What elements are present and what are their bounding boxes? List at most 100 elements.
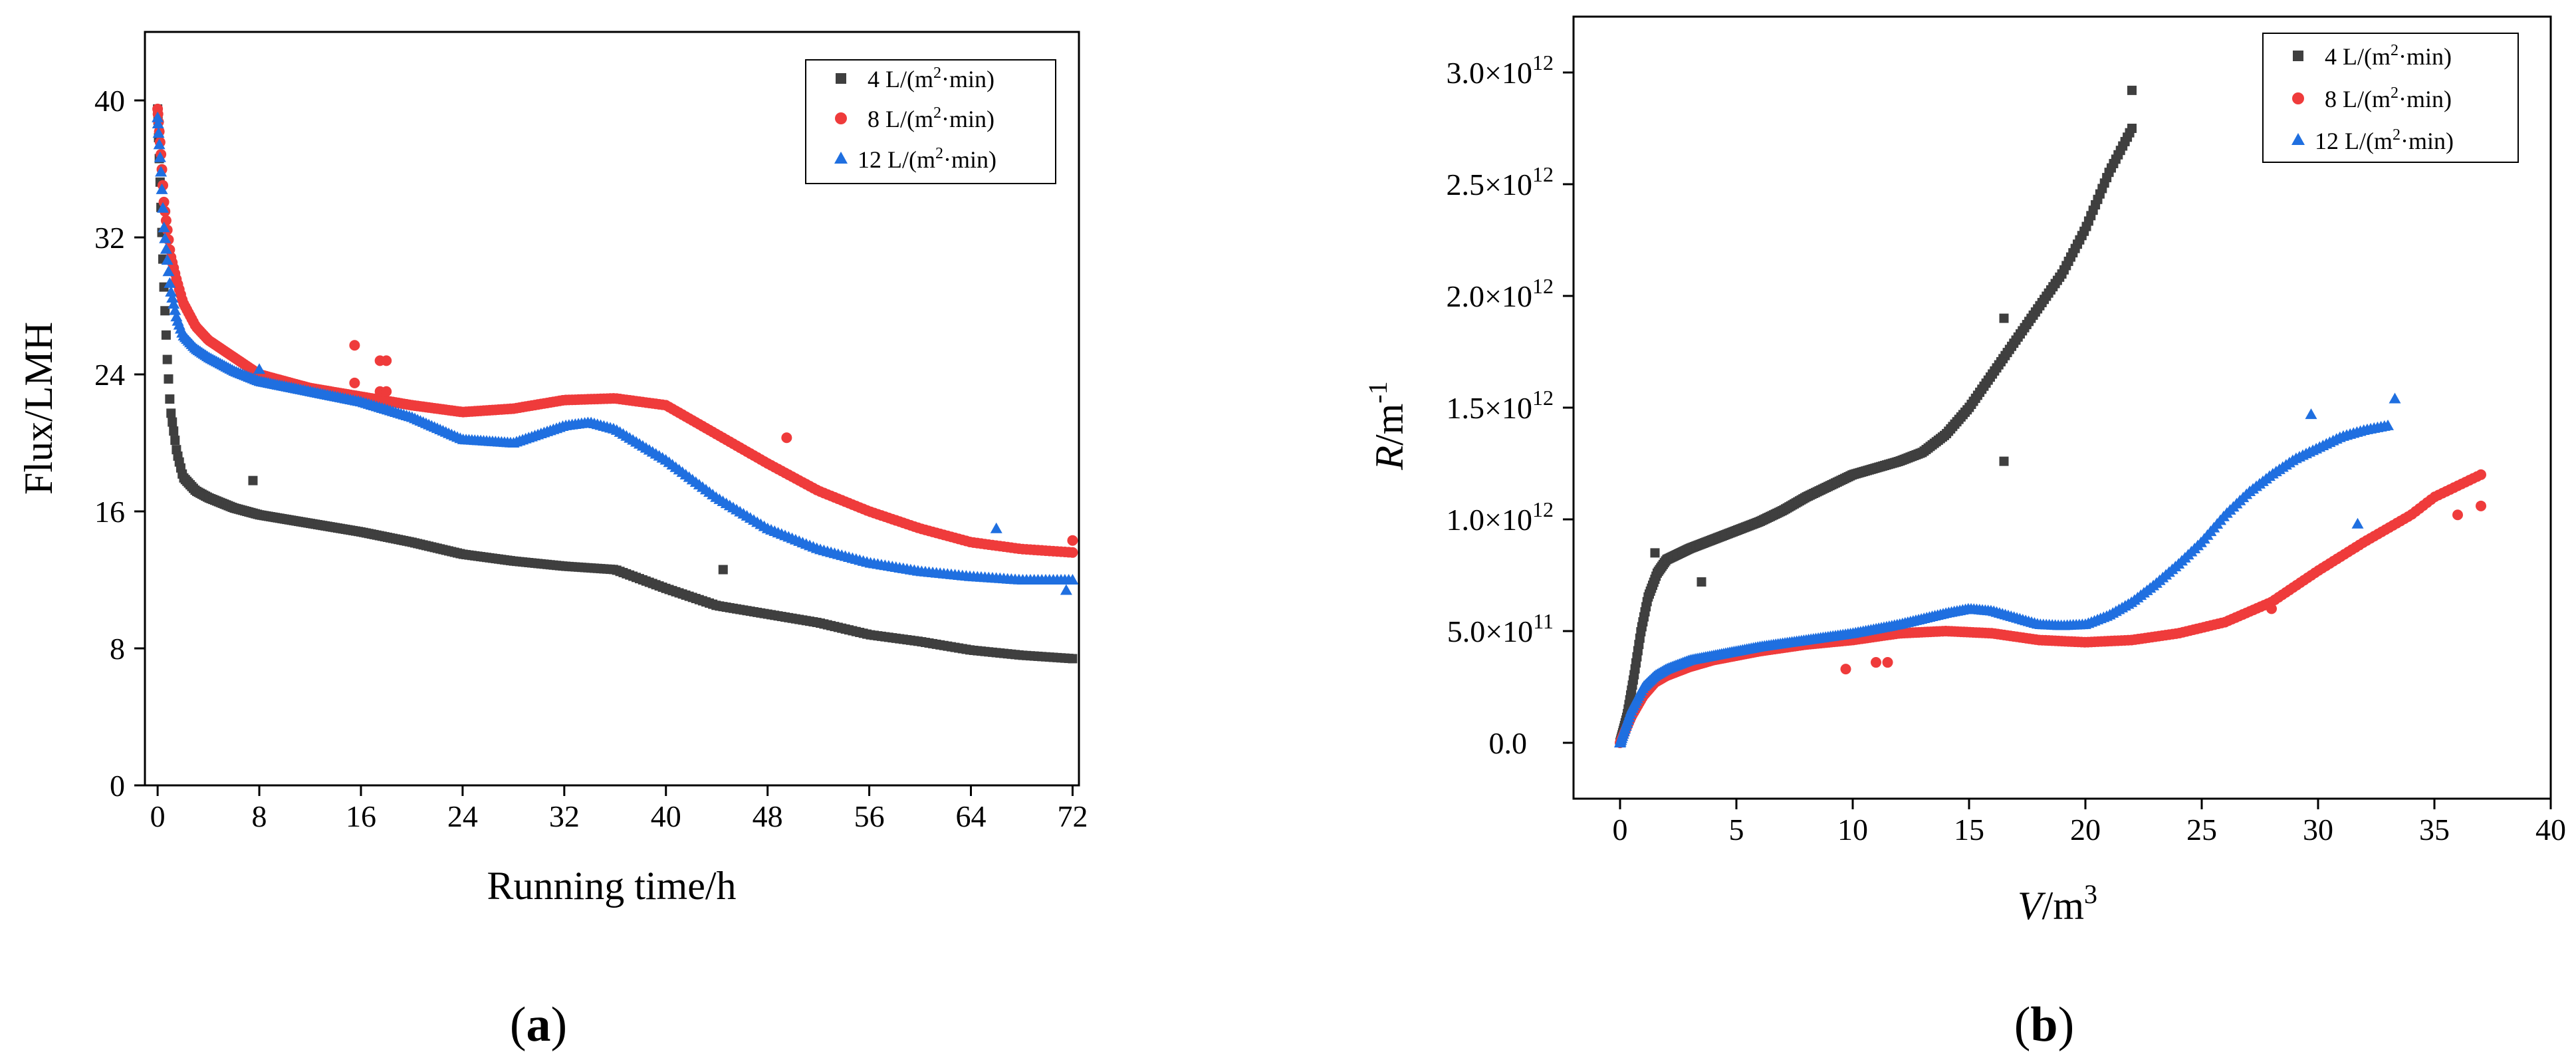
chart-a-marks xyxy=(152,103,1079,664)
chart-b-point-8 xyxy=(2476,469,2486,480)
chart-b-y-axis-title: R/m-1 xyxy=(1363,381,1411,470)
chart-a-point-8 xyxy=(1067,535,1078,546)
chart-a-point-8 xyxy=(158,196,170,207)
chart-b-axis-ticks: 0 5 10 15 20 25 30 35 40 0.0 5.0×1011 1.0×1012 1.5×1… xyxy=(1447,51,2566,847)
chart-a-point-12 xyxy=(158,221,170,233)
chart-b-point-12 xyxy=(2382,419,2394,430)
chart-a-legend-label-8: 8 L/(m2·min) xyxy=(868,104,995,132)
chart-b-legend-label-12: 12 L/(m2·min) xyxy=(2315,126,2454,154)
chart-b-x-tick-label: 20 xyxy=(2070,813,2101,847)
chart-a-legend-box xyxy=(805,59,1056,184)
chart-a-point-4 xyxy=(168,417,177,427)
chart-b-y-tick-label: 2.0×1012 xyxy=(1447,274,1554,313)
chart-b-legend-box xyxy=(2262,33,2519,163)
chart-a-point-12 xyxy=(169,304,181,315)
chart-b-y-tick-label: 1.0×1012 xyxy=(1447,497,1554,537)
chart-a-point-12 xyxy=(152,111,164,122)
chart-a-x-tick-label: 8 xyxy=(252,799,267,833)
chart-a-point-12 xyxy=(159,232,172,243)
chart-a-y-tick-label: 16 xyxy=(94,495,125,529)
chart-a-y-tick-label: 8 xyxy=(110,632,125,666)
chart-b-point-8 xyxy=(1882,657,1893,668)
chart-a-point-4 xyxy=(160,306,170,316)
chart-b-y-tick-label: 3.0×1012 xyxy=(1447,51,1554,90)
chart-b-legend-marker-8 xyxy=(2292,92,2304,104)
chart-a-point-4 xyxy=(166,408,176,418)
chart-a-point-4 xyxy=(169,426,179,436)
chart-b-point-12 xyxy=(2389,392,2401,404)
chart-b-legend: 4 L/(m2·min) 8 L/(m2·min) 12 L/(m2·min) xyxy=(2262,33,2519,163)
chart-a-y-axis-title: Flux/LMH xyxy=(17,322,60,495)
chart-a-y-tick-label: 40 xyxy=(94,84,125,118)
chart-b-point-12 xyxy=(2305,408,2317,420)
chart-a-point-8 xyxy=(349,377,360,388)
chart-a-point-4 xyxy=(161,330,171,340)
chart-a-x-tick-label: 48 xyxy=(753,799,783,833)
chart-b-point-8 xyxy=(1871,657,1881,668)
chart-a-point-8 xyxy=(781,432,792,444)
chart-a-point-12 xyxy=(155,166,168,177)
chart-a-legend-marker-4 xyxy=(836,73,846,84)
chart-a-point-12 xyxy=(253,363,266,374)
chart-b-marks xyxy=(1614,85,2486,748)
chart-b-x-tick-label: 25 xyxy=(2186,813,2217,847)
chart-a-point-12 xyxy=(166,291,179,303)
chart-a-point-4 xyxy=(170,436,180,446)
chart-b-point-4 xyxy=(1999,456,2009,466)
chart-b-point-8 xyxy=(2452,509,2463,521)
chart-a-legend-label-4: 4 L/(m2·min) xyxy=(868,65,995,92)
chart-b-point-4 xyxy=(1697,577,1706,587)
chart-b-x-tick-label: 10 xyxy=(1837,813,1868,847)
chart-a-point-12 xyxy=(1066,574,1079,585)
chart-a-legend-marker-8 xyxy=(835,112,847,124)
chart-a-point-12 xyxy=(168,298,180,309)
chart-a-x-tick-label: 0 xyxy=(150,799,166,833)
chart-b-point-8 xyxy=(2266,603,2277,614)
chart-b-legend-label-4: 4 L/(m2·min) xyxy=(2325,42,2452,70)
chart-b-y-tick-label: 1.5×1012 xyxy=(1447,386,1554,425)
chart-b: 0 5 10 15 20 25 30 35 40 0.0 5.0×1011 1.0×1012 1.5×1… xyxy=(1363,15,2566,1052)
chart-a-y-tick-label: 32 xyxy=(94,221,125,255)
panel-label-b: (b) xyxy=(2014,998,2074,1052)
chart-a-point-12 xyxy=(165,285,177,297)
chart-b-legend-marker-4 xyxy=(2293,51,2303,61)
chart-a-point-4 xyxy=(248,475,258,485)
chart-b-x-tick-label: 30 xyxy=(2303,813,2333,847)
chart-b-x-tick-label: 5 xyxy=(1729,813,1744,847)
chart-a-x-axis-title: Running time/h xyxy=(487,864,737,908)
chart-a-point-12 xyxy=(1060,584,1072,595)
chart-a-x-tick-label: 24 xyxy=(447,799,478,833)
chart-a-point-12 xyxy=(160,243,172,254)
chart-b-x-tick-label: 0 xyxy=(1613,813,1628,847)
chart-a-x-tick-label: 16 xyxy=(346,799,376,833)
chart-a-point-12 xyxy=(990,522,1002,533)
chart-b-point-12 xyxy=(2351,517,2364,529)
chart-b-x-tick-label: 35 xyxy=(2419,813,2450,847)
chart-b-point-8 xyxy=(1840,664,1851,675)
chart-b-point-4 xyxy=(2127,85,2137,95)
chart-a-legend-label-12: 12 L/(m2·min) xyxy=(858,145,996,173)
chart-b-x-axis-title: V/m3 xyxy=(2018,879,2097,928)
chart-b-legend-label-8: 8 L/(m2·min) xyxy=(2325,84,2452,112)
panel-label-a: (a) xyxy=(510,998,567,1052)
chart-a-x-tick-label: 40 xyxy=(651,799,681,833)
chart-b-y-tick-label: 2.5×1012 xyxy=(1447,162,1554,201)
chart-a-point-4 xyxy=(165,394,175,404)
chart-a-point-8 xyxy=(381,355,392,366)
chart-a-legend: 4 L/(m2·min) 8 L/(m2·min) 12 L/(m2·min) xyxy=(805,59,1056,184)
chart-a-y-tick-label: 24 xyxy=(94,358,125,392)
chart-b-y-tick-label: 5.0×1011 xyxy=(1447,609,1554,648)
chart-a-x-tick-label: 32 xyxy=(549,799,580,833)
chart-a-point-4 xyxy=(162,354,172,364)
chart-a-y-tick-label: 0 xyxy=(110,769,125,803)
chart-a-x-tick-label: 56 xyxy=(854,799,885,833)
chart-a-point-8 xyxy=(1067,547,1078,558)
chart-a-point-8 xyxy=(160,215,172,226)
chart-b-legend-marker-12 xyxy=(2291,133,2305,145)
chart-a-point-12 xyxy=(152,117,164,128)
chart-b-x-tick-label: 15 xyxy=(1954,813,1984,847)
chart-b-y-tick-label: 0.0 xyxy=(1489,726,1528,760)
chart-a-point-12 xyxy=(161,254,174,265)
chart-a-point-12 xyxy=(162,265,175,277)
